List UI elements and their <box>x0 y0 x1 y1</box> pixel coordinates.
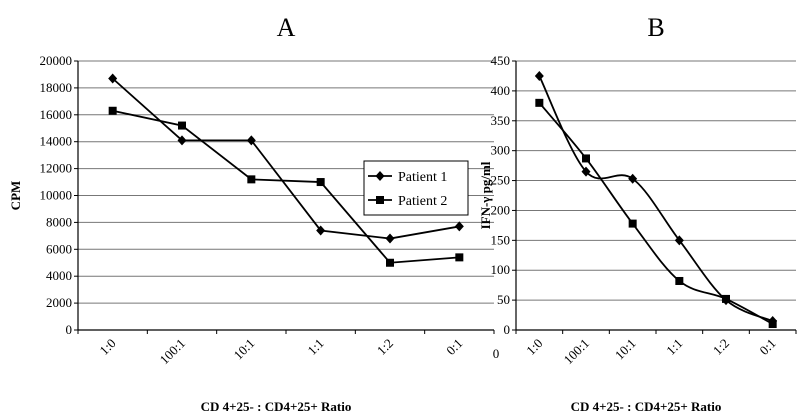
data-point <box>316 178 325 187</box>
y-tick-label: 400 <box>491 83 511 98</box>
legend: Patient 1 Patient 2 <box>363 160 469 216</box>
y-tick-label: 300 <box>491 143 511 158</box>
series-line <box>538 75 774 322</box>
legend-label: Patient 2 <box>398 194 447 209</box>
legend-label: Patient 1 <box>398 170 447 185</box>
x-tick-label: 1:1 <box>304 336 326 358</box>
data-point <box>316 225 326 236</box>
series-line <box>112 77 460 240</box>
y-tick-label: 8000 <box>46 214 72 229</box>
y-tick-label: 20000 <box>40 53 73 68</box>
data-point <box>108 106 117 115</box>
y-tick-label: 6000 <box>46 241 72 256</box>
legend-box <box>363 160 469 216</box>
y-tick-label: 450 <box>491 53 511 68</box>
data-point <box>675 276 684 285</box>
y-tick-label: 18000 <box>40 80 73 95</box>
data-point <box>534 70 544 81</box>
data-point <box>454 221 464 232</box>
data-point <box>582 154 590 163</box>
y-axis-title: IFN-γ pg/ml <box>478 161 493 229</box>
series-2 <box>108 106 464 267</box>
x-tick-label: 1:1 <box>663 336 685 358</box>
x-tick-label: 100:1 <box>157 336 189 368</box>
data-point <box>628 219 637 228</box>
y-tick-label: 350 <box>491 113 511 128</box>
data-point <box>246 135 256 146</box>
y-tick-label: 0 <box>66 322 73 337</box>
y-tick-label: 0 <box>504 322 511 337</box>
x-tick-label: 1:2 <box>374 336 396 358</box>
series-line <box>538 102 774 325</box>
y-tick-label: 150 <box>491 232 511 247</box>
data-point <box>674 235 684 246</box>
x-tick-label: 100:1 <box>561 336 593 368</box>
data-point <box>178 121 186 130</box>
y-tick-label: 4000 <box>46 268 72 283</box>
x-origin-label: 0 <box>493 346 500 361</box>
data-point <box>108 73 118 84</box>
x-axis-title: CD 4+25- : CD4+25+ Ratio <box>201 399 352 414</box>
series-1 <box>108 73 464 244</box>
data-point <box>535 98 544 107</box>
series-line <box>112 109 460 264</box>
y-tick-label: 2000 <box>46 295 72 310</box>
x-tick-label: 0:1 <box>443 336 465 358</box>
y-tick-label: 250 <box>491 173 511 188</box>
series-2 <box>535 98 777 329</box>
square-marker-icon <box>376 196 384 204</box>
y-axis-title: CPM <box>8 181 23 211</box>
y-tick-label: 10000 <box>40 188 73 203</box>
data-point <box>247 175 256 184</box>
x-tick-label: 1:0 <box>523 336 545 358</box>
y-tick-label: 100 <box>491 262 511 277</box>
diamond-marker-icon <box>375 171 385 181</box>
x-tick-label: 10:1 <box>230 336 257 363</box>
data-point <box>628 173 638 184</box>
panel-title: A <box>277 13 296 42</box>
data-point <box>386 258 394 267</box>
data-point <box>455 253 464 262</box>
y-tick-label: 14000 <box>40 134 73 149</box>
x-axis-title: CD 4+25- : CD4+25+ Ratio <box>571 399 722 414</box>
data-point <box>722 294 730 303</box>
panel-b: B 0 50 100 150 200 250 300 350 400 450 1:0 100:1 10:1… <box>478 13 797 414</box>
panel-title: B <box>647 13 664 42</box>
y-tick-label: 12000 <box>40 161 73 176</box>
series-1 <box>534 70 778 327</box>
x-tick-label: 10:1 <box>612 336 639 363</box>
x-tick-label: 1:0 <box>96 336 118 358</box>
x-tick-label: 1:2 <box>710 336 732 358</box>
y-tick-label: 50 <box>497 292 510 307</box>
data-point <box>177 135 187 146</box>
x-tick-label: 0:1 <box>756 336 778 358</box>
y-tick-label: 16000 <box>40 107 73 122</box>
data-point <box>581 166 591 177</box>
y-tick-label: 200 <box>491 202 511 217</box>
data-point <box>768 320 777 329</box>
data-point <box>385 233 395 244</box>
